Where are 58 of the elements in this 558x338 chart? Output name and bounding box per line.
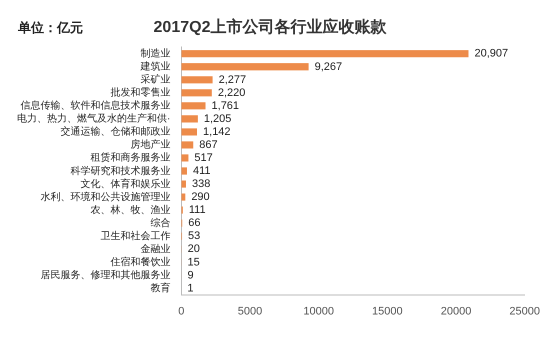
y-tick-label: 科学研究和技术服务业 [70,164,170,177]
data-label: 9 [187,269,194,282]
bar [181,115,198,122]
data-label: 20,907 [474,48,508,60]
data-label: 2,277 [218,74,246,86]
x-tick-label: 15000 [372,305,403,318]
x-tick-label: 20000 [440,305,472,318]
x-tick-label: 0 [178,305,184,318]
data-label: 411 [192,165,211,178]
y-tick-label: 农、林、牧、渔业 [90,204,170,216]
data-label: 66 [188,217,200,230]
y-tick-label: 教育 [150,282,170,294]
data-label: 1,761 [212,100,240,112]
data-label: 53 [188,230,200,242]
text: 单位：亿元 [17,20,83,36]
data-label: 517 [194,152,213,164]
y-tick-label: 水利、环境和公共设施管理业 [40,190,170,203]
bar [181,167,187,175]
data-label: 9,267 [314,60,342,73]
data-label: 1,205 [204,112,232,125]
y-tick-label: 住宿和餐饮业 [110,256,170,268]
y-tick-label: 房地产业 [130,138,170,151]
bar [181,141,194,149]
y-tick-label: 制造业 [140,47,170,60]
y-tick-label: 文化、体育和娱乐业 [80,178,170,190]
y-tick-label: 信息传输、软件和信息技术服务业 [20,100,170,112]
bar [181,76,213,84]
bar [181,154,188,162]
y-tick-label: 租赁和商务服务业 [90,152,170,164]
y-tick-label: 建筑业 [139,60,170,72]
data-label: 15 [188,256,200,268]
y-tick-label: 金融业 [140,242,170,255]
bar [181,89,212,96]
bar [181,128,198,136]
y-tick-label: 电力、热力、燃气及水的生产和供· [16,112,170,125]
y-tick-label: 交通运输、仓储和邮政业 [60,126,170,138]
bar [181,193,186,201]
y-tick-label: 采矿业 [140,74,170,86]
data-label: 1,142 [203,126,231,138]
data-label: 338 [192,178,210,190]
x-tick-label: 10000 [303,305,334,318]
data-label: 20 [188,243,200,256]
y-tick-label: 批发和零售业 [110,86,170,99]
bar [181,63,309,70]
data-label: 111 [188,204,206,216]
data-label: 867 [199,138,218,151]
y-tick-label: 居民服务、修理和其他服务业 [40,269,170,282]
bar [181,180,186,188]
bar [181,102,206,110]
data-label: 2,220 [218,86,246,99]
data-label: 290 [191,191,210,204]
x-tick-label: 5000 [238,305,262,318]
y-tick-label: 卫生和社会工作 [100,230,170,242]
data-label: 1 [187,282,194,294]
x-tick-label: 25000 [509,305,540,318]
y-tick-label: 综合 [150,216,170,229]
bar [181,50,468,58]
chart-title: 2017Q2上市公司各行业应收账款 [154,17,388,36]
